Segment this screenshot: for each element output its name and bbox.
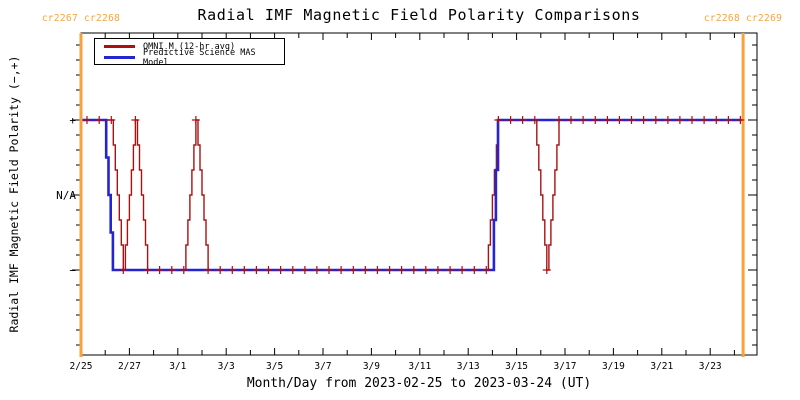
cr-boundary-label-right: cr2268 cr2269	[703, 13, 783, 24]
chart-title: Radial IMF Magnetic Field Polarity Compa…	[197, 6, 641, 24]
y-tick-labels: + N/A −	[56, 114, 76, 277]
svg-text:−: −	[69, 264, 76, 277]
x-axis-label: Month/Day from 2023-02-25 to 2023-03-24 …	[246, 376, 592, 391]
svg-text:3/9: 3/9	[363, 361, 380, 372]
x-ticks	[104, 33, 735, 355]
svg-text:3/11: 3/11	[408, 361, 431, 372]
y-axis-label: Radial IMF Magnetic Field Polarity (−,+)	[7, 55, 21, 333]
svg-text:3/23: 3/23	[699, 361, 722, 372]
y-ticks	[72, 44, 757, 346]
legend-item: Predictive Science MAS Model	[104, 48, 284, 68]
svg-text:3/21: 3/21	[650, 361, 673, 372]
svg-text:3/5: 3/5	[266, 361, 283, 372]
x-tick-labels: 2/25 2/27 3/1 3/3 3/5 3/7 3/9 3/11 3/13 3/15 3/17 3…	[70, 361, 722, 372]
legend: OMNI_M (12-hr avg) Predictive Science MA…	[94, 38, 285, 68]
series-line-1	[81, 118, 744, 272]
legend-label: OMNI_M (12-hr avg)	[143, 41, 236, 52]
omni-markers	[83, 116, 745, 274]
svg-text:+: +	[69, 114, 76, 127]
svg-text:3/15: 3/15	[505, 361, 528, 372]
legend-line-sample-omni	[104, 45, 135, 48]
legend-item: OMNI_M (12-hr avg)	[104, 41, 284, 52]
svg-text:3/19: 3/19	[602, 361, 625, 372]
svg-text:2/25: 2/25	[70, 361, 93, 372]
legend-label: Predictive Science MAS Model	[143, 47, 256, 68]
svg-text:3/1: 3/1	[169, 361, 186, 372]
svg-text:3/3: 3/3	[218, 361, 235, 372]
cr-boundary-label-left: cr2267 cr2268	[41, 13, 121, 24]
series-line-0	[81, 119, 744, 271]
svg-text:2/27: 2/27	[118, 361, 141, 372]
svg-text:3/7: 3/7	[314, 361, 331, 372]
svg-text:3/13: 3/13	[457, 361, 480, 372]
svg-text:N/A: N/A	[56, 189, 76, 202]
legend-line-sample-mas	[104, 56, 135, 59]
svg-text:3/17: 3/17	[554, 361, 577, 372]
plot-border	[80, 32, 758, 356]
